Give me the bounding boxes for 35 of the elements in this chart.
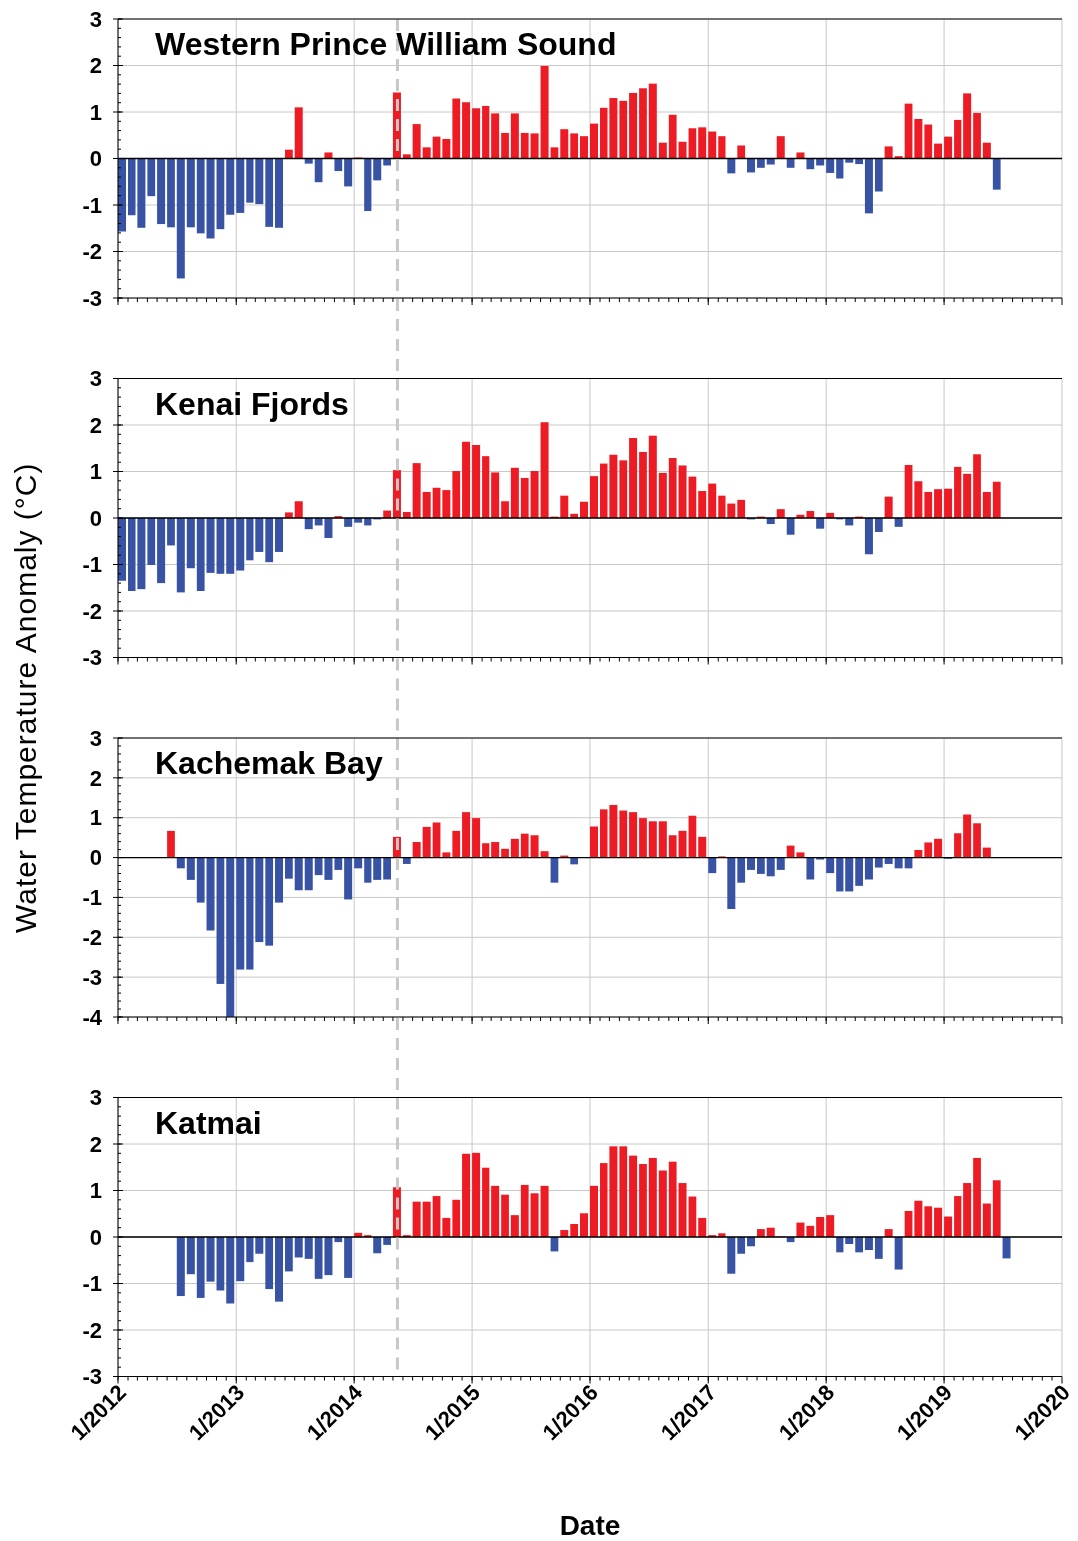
y-tick-label: 3: [89, 725, 102, 751]
y-axis-title: Water Temperature Anomaly (°C): [9, 462, 42, 933]
y-tick-label: -2: [82, 1317, 102, 1343]
chart-title: Western Prince William Sound: [155, 26, 617, 62]
chart-title: Kachemak Bay: [155, 745, 383, 781]
y-tick-label: -3: [82, 645, 102, 671]
y-tick-label: 0: [89, 146, 102, 172]
y-tick-label: 0: [89, 505, 102, 531]
y-tick-label: 1: [89, 1178, 102, 1204]
y-tick-label: 0: [89, 845, 102, 871]
y-tick-label: 3: [89, 1085, 102, 1111]
y-tick-label: 2: [89, 53, 102, 79]
y-tick-label: -3: [82, 964, 102, 990]
chart-title: Kenai Fjords: [155, 385, 349, 422]
y-tick-label: 1: [89, 459, 102, 485]
y-tick-label: 1: [89, 99, 102, 125]
y-tick-label: 3: [89, 6, 102, 32]
y-tick-label: -1: [82, 552, 102, 578]
y-tick-label: 0: [89, 1224, 102, 1250]
chart-title: Katmai: [155, 1104, 262, 1141]
y-tick-label: 1: [89, 805, 102, 831]
y-tick-label: -2: [82, 598, 102, 624]
y-tick-label: 2: [89, 412, 102, 438]
x-axis-title: Date: [559, 1510, 621, 1541]
y-tick-label: -1: [82, 885, 102, 911]
y-tick-label: -2: [82, 239, 102, 265]
y-tick-label: 2: [89, 765, 102, 791]
y-tick-label: -3: [82, 285, 102, 311]
y-tick-label: 2: [89, 1131, 102, 1157]
y-tick-label: -1: [82, 192, 102, 218]
y-tick-label: -3: [82, 1364, 102, 1390]
y-tick-label: -2: [82, 924, 102, 950]
y-tick-label: -4: [82, 1004, 103, 1030]
y-tick-label: 3: [89, 366, 102, 392]
y-tick-label: -1: [82, 1271, 102, 1297]
